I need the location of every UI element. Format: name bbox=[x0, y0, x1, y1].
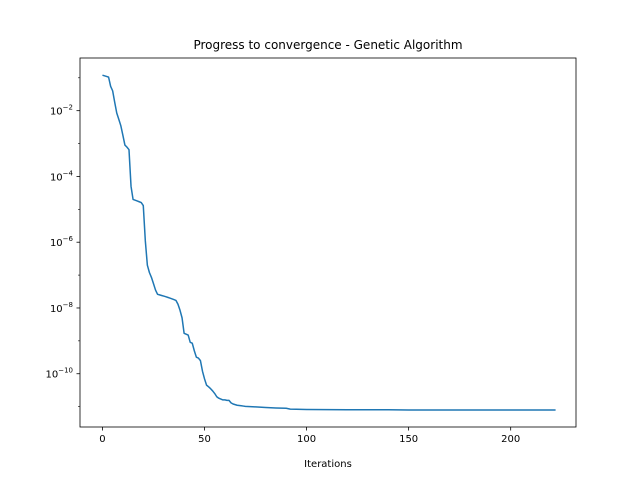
tick-group: 0 50 100 150 200 10−2 10−4 10−6 10−8 10−10 bbox=[45, 77, 520, 445]
y-tick-label: 10−10 bbox=[45, 367, 73, 381]
x-tick-label: 150 bbox=[399, 434, 418, 445]
y-tick-label: 10−6 bbox=[50, 235, 74, 249]
x-tick-label: 200 bbox=[501, 434, 520, 445]
series-line bbox=[102, 74, 556, 411]
y-tick-label: 10−8 bbox=[50, 301, 73, 315]
x-tick-label: 50 bbox=[198, 434, 211, 445]
y-tick-label: 10−4 bbox=[50, 169, 74, 183]
plot-area bbox=[102, 74, 556, 411]
x-axis-label: Iterations bbox=[304, 459, 352, 470]
x-tick-label: 100 bbox=[297, 434, 316, 445]
chart-title: Progress to convergence - Genetic Algori… bbox=[193, 38, 462, 52]
x-tick-label: 0 bbox=[99, 434, 105, 445]
y-tick-label: 10−2 bbox=[50, 104, 73, 118]
